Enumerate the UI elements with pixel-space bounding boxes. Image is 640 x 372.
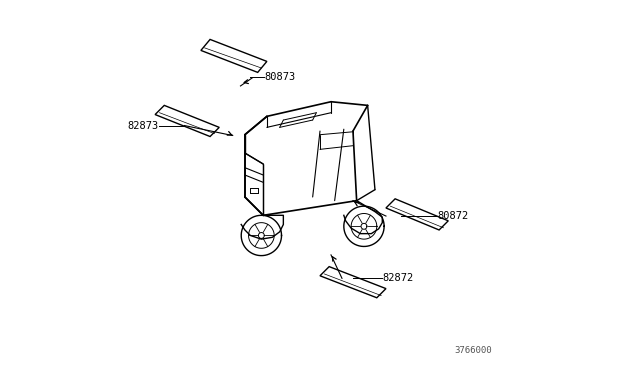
Text: 82872: 82872 — [382, 273, 413, 283]
Text: 80873: 80873 — [264, 72, 296, 82]
Text: 3766000: 3766000 — [454, 346, 492, 355]
Text: 80872: 80872 — [437, 211, 468, 221]
Text: 82873: 82873 — [127, 121, 159, 131]
